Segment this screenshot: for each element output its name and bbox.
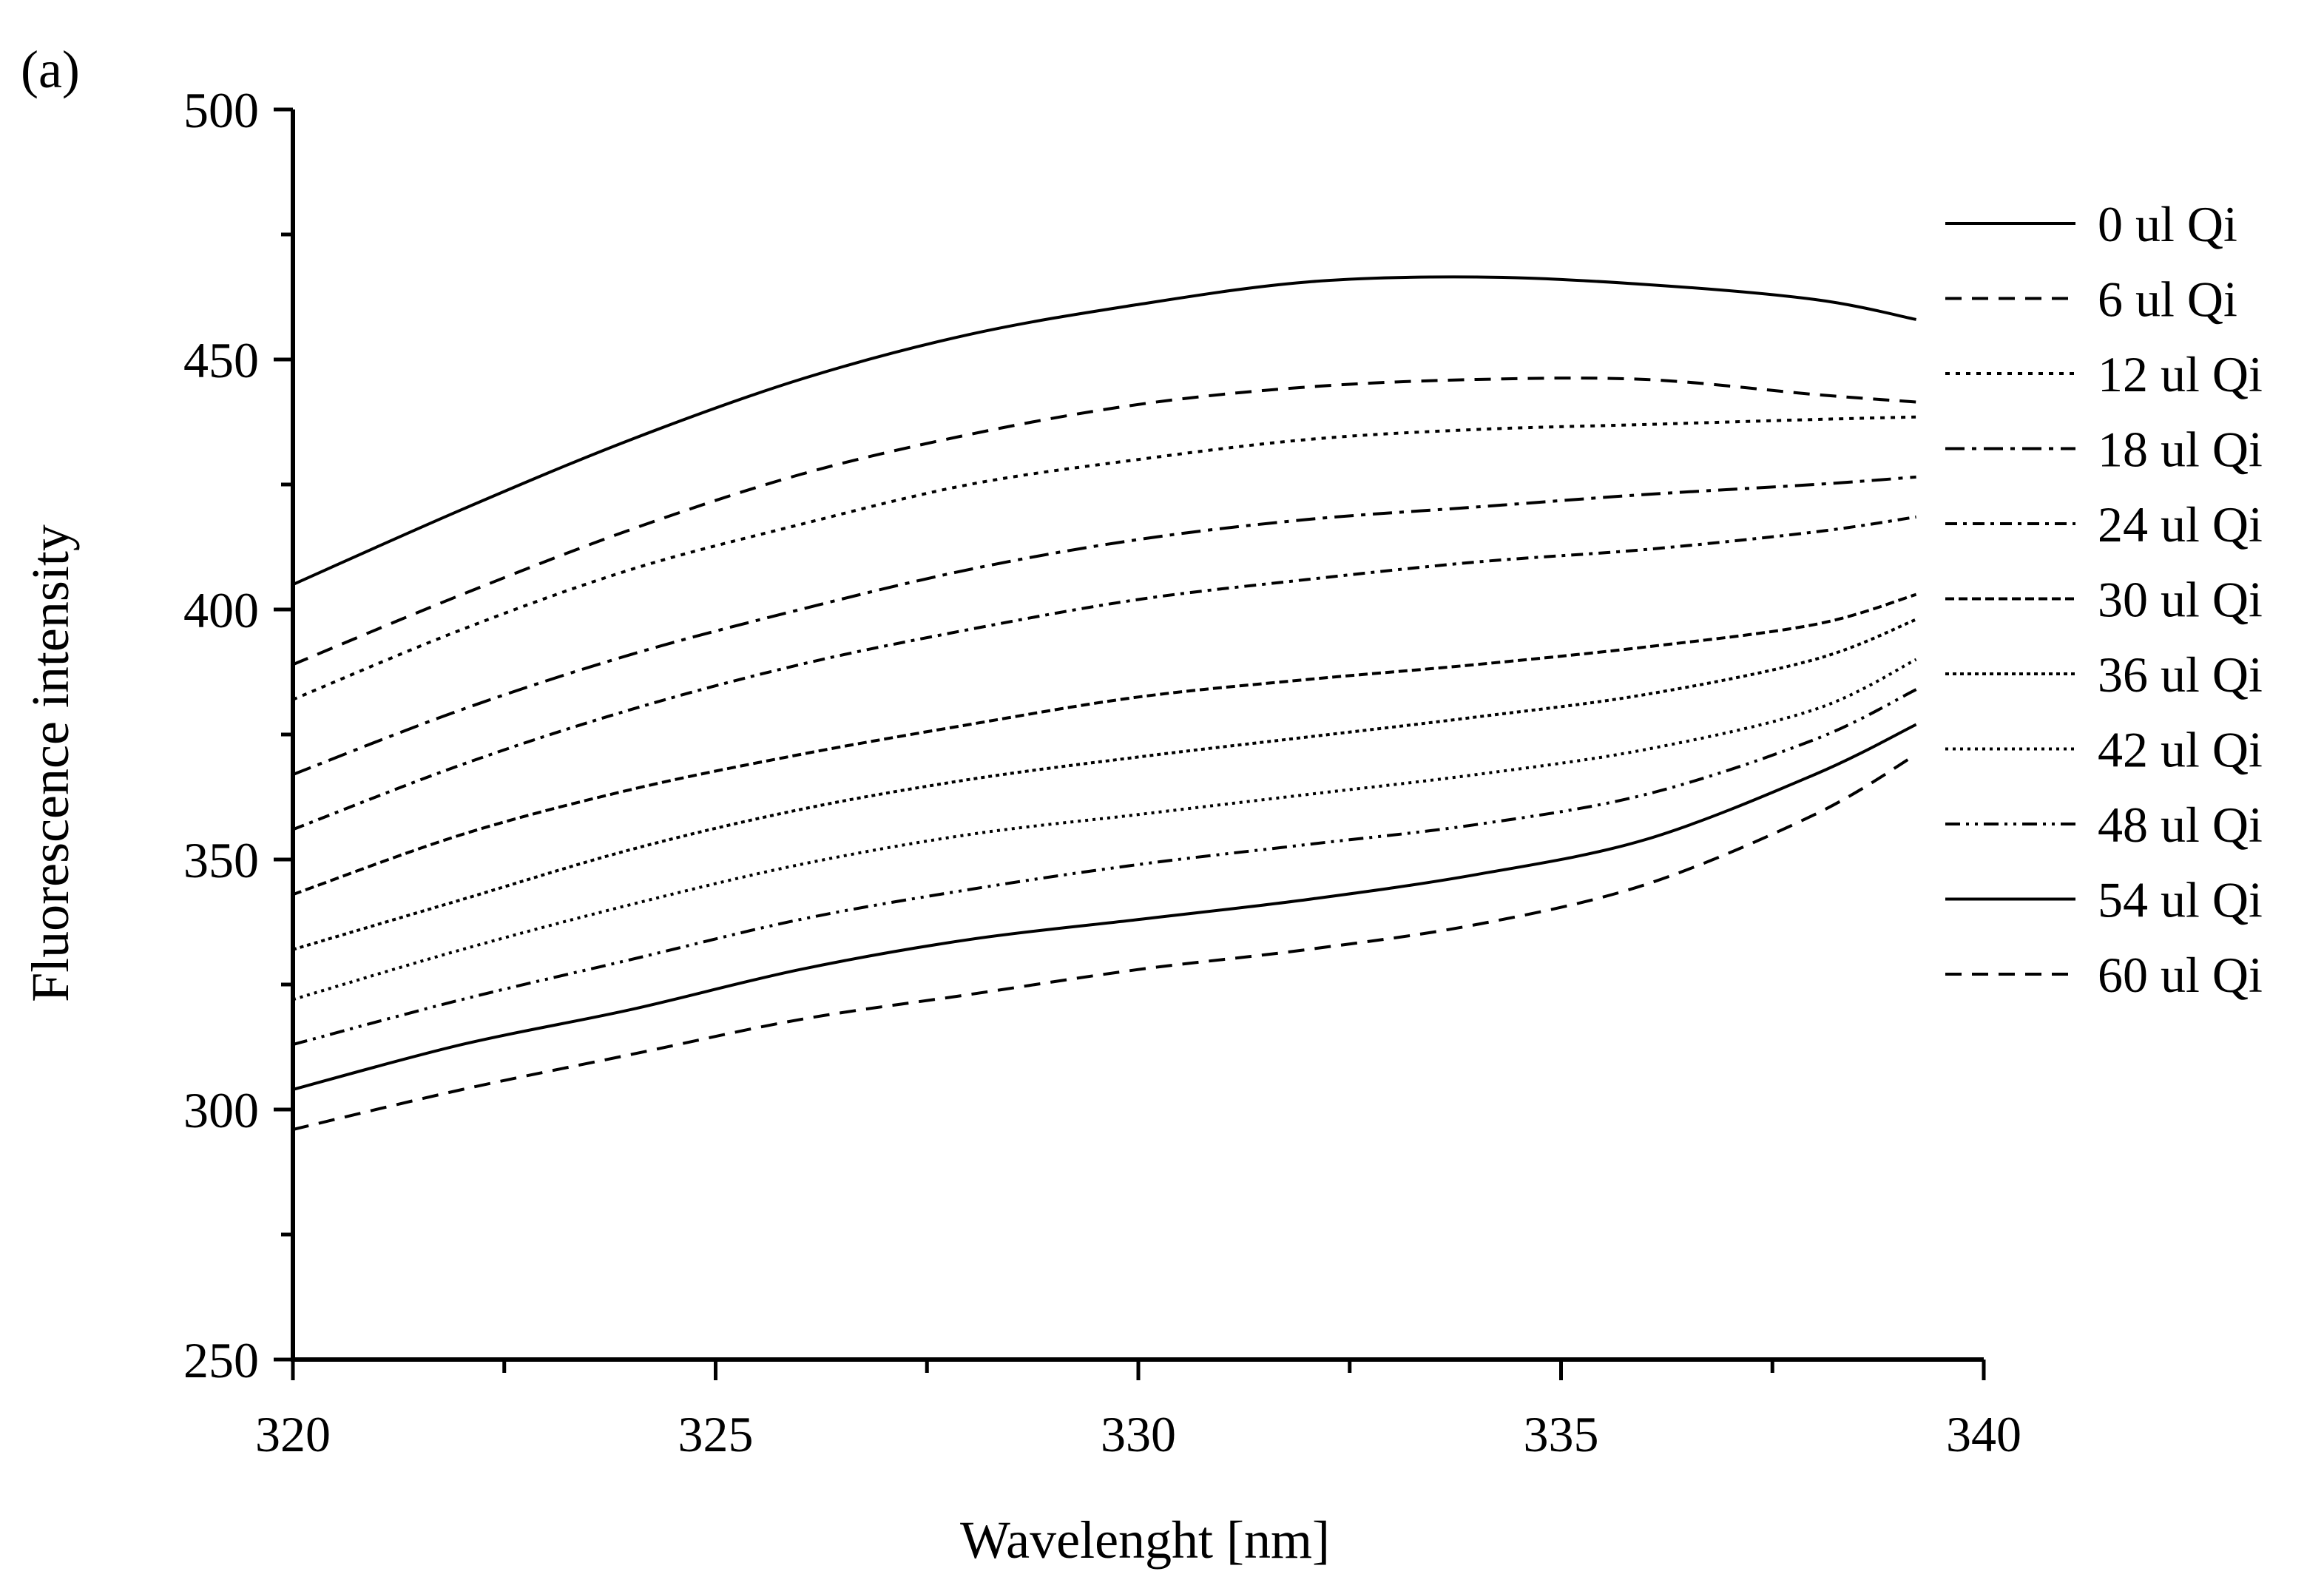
legend-label: 12 ul Qi xyxy=(2098,346,2263,402)
legend-label: 0 ul Qi xyxy=(2098,196,2237,252)
legend-label: 24 ul Qi xyxy=(2098,496,2263,553)
legend-label: 18 ul Qi xyxy=(2098,422,2263,478)
series-line-18-ul-qi xyxy=(292,475,1916,776)
x-axis-title: Wavelenght [nm] xyxy=(960,1510,1330,1570)
series-line-0-ul-qi xyxy=(292,275,1916,587)
series-lines xyxy=(292,275,1917,1131)
series-line-36-ul-qi xyxy=(292,618,1917,951)
legend-label: 54 ul Qi xyxy=(2098,872,2263,928)
legend-label: 30 ul Qi xyxy=(2098,572,2263,628)
series-line-60-ul-qi xyxy=(292,753,1917,1131)
y-tick-label: 400 xyxy=(183,582,259,638)
x-tick-label: 320 xyxy=(255,1406,331,1462)
series-line-30-ul-qi xyxy=(292,592,1917,896)
legend: 0 ul Qi 6 ul Qi 12 ul Qi 18 ul Qi 24 ul Qi 30… xyxy=(1945,196,2263,1003)
panel-label: (a) xyxy=(21,40,80,99)
legend-label: 48 ul Qi xyxy=(2098,797,2263,853)
series-line-24-ul-qi xyxy=(292,515,1916,831)
y-tick-label: 450 xyxy=(183,332,259,388)
x-tick-label: 340 xyxy=(1946,1406,2021,1462)
series-line-6-ul-qi xyxy=(292,376,1916,666)
x-ticks: 320 325 330 335 340 xyxy=(255,1360,2021,1462)
legend-label: 6 ul Qi xyxy=(2098,271,2237,328)
legend-label: 60 ul Qi xyxy=(2098,947,2263,1003)
series-line-48-ul-qi xyxy=(292,688,1917,1047)
legend-label: 36 ul Qi xyxy=(2098,646,2263,703)
x-tick-label: 325 xyxy=(678,1406,754,1462)
legend-label: 42 ul Qi xyxy=(2098,722,2263,778)
series-line-54-ul-qi xyxy=(292,723,1917,1091)
series-line-12-ul-qi xyxy=(292,415,1916,701)
y-tick-label: 250 xyxy=(183,1332,259,1388)
plot-area: 250 300 350 400 450 500 320 325 330 335 340 xyxy=(183,82,2021,1462)
y-tick-label: 350 xyxy=(183,832,259,888)
x-tick-label: 335 xyxy=(1524,1406,1599,1462)
series-line-42-ul-qi xyxy=(292,658,1917,1002)
y-axis-title: Fluorescence intensity xyxy=(21,524,80,1002)
y-ticks: 250 300 350 400 450 500 xyxy=(183,82,293,1388)
y-tick-label: 500 xyxy=(183,82,259,138)
x-tick-label: 330 xyxy=(1101,1406,1176,1462)
y-tick-label: 300 xyxy=(183,1082,259,1138)
